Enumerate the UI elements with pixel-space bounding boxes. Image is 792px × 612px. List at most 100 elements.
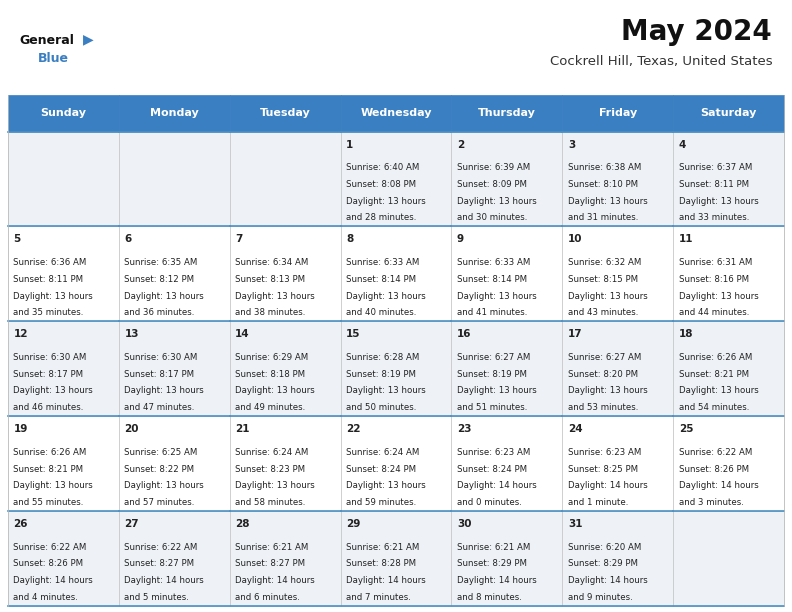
Text: Daylight: 13 hours: Daylight: 13 hours xyxy=(457,196,537,206)
Text: and 55 minutes.: and 55 minutes. xyxy=(13,498,84,507)
Text: Sunset: 8:17 PM: Sunset: 8:17 PM xyxy=(13,370,84,379)
Text: and 50 minutes.: and 50 minutes. xyxy=(346,403,417,412)
Bar xyxy=(230,321,341,416)
Text: Sunrise: 6:28 AM: Sunrise: 6:28 AM xyxy=(346,353,420,362)
Text: Daylight: 14 hours: Daylight: 14 hours xyxy=(568,481,648,490)
Text: and 51 minutes.: and 51 minutes. xyxy=(457,403,527,412)
Text: Daylight: 13 hours: Daylight: 13 hours xyxy=(568,196,648,206)
Text: 25: 25 xyxy=(679,424,693,434)
Text: Daylight: 13 hours: Daylight: 13 hours xyxy=(13,386,93,395)
Bar xyxy=(8,416,119,511)
Bar xyxy=(230,132,341,226)
Bar xyxy=(8,132,119,226)
Bar xyxy=(451,95,562,132)
Text: Sunset: 8:21 PM: Sunset: 8:21 PM xyxy=(679,370,749,379)
Text: Friday: Friday xyxy=(599,108,637,118)
Text: Sunset: 8:14 PM: Sunset: 8:14 PM xyxy=(346,275,417,284)
Text: Sunrise: 6:36 AM: Sunrise: 6:36 AM xyxy=(13,258,87,267)
Text: Daylight: 13 hours: Daylight: 13 hours xyxy=(235,386,315,395)
Bar xyxy=(341,95,451,132)
Text: Monday: Monday xyxy=(150,108,199,118)
Text: 12: 12 xyxy=(13,329,28,339)
Text: and 44 minutes.: and 44 minutes. xyxy=(679,308,749,317)
Text: and 6 minutes.: and 6 minutes. xyxy=(235,592,300,602)
Text: Sunrise: 6:30 AM: Sunrise: 6:30 AM xyxy=(124,353,198,362)
Bar xyxy=(230,511,341,606)
Text: and 35 minutes.: and 35 minutes. xyxy=(13,308,84,317)
Text: Sunrise: 6:39 AM: Sunrise: 6:39 AM xyxy=(457,163,530,173)
Text: Sunset: 8:19 PM: Sunset: 8:19 PM xyxy=(346,370,416,379)
Text: Sunrise: 6:33 AM: Sunrise: 6:33 AM xyxy=(346,258,420,267)
Text: Sunset: 8:16 PM: Sunset: 8:16 PM xyxy=(679,275,749,284)
Text: Sunrise: 6:38 AM: Sunrise: 6:38 AM xyxy=(568,163,642,173)
Bar xyxy=(562,511,673,606)
Text: and 59 minutes.: and 59 minutes. xyxy=(346,498,417,507)
Text: Sunset: 8:19 PM: Sunset: 8:19 PM xyxy=(457,370,527,379)
Text: 7: 7 xyxy=(235,234,242,244)
Text: Daylight: 13 hours: Daylight: 13 hours xyxy=(124,481,204,490)
Text: 6: 6 xyxy=(124,234,131,244)
Text: Sunrise: 6:29 AM: Sunrise: 6:29 AM xyxy=(235,353,308,362)
Text: and 36 minutes.: and 36 minutes. xyxy=(124,308,195,317)
Text: Sunset: 8:12 PM: Sunset: 8:12 PM xyxy=(124,275,195,284)
Text: Sunset: 8:11 PM: Sunset: 8:11 PM xyxy=(13,275,84,284)
Text: and 3 minutes.: and 3 minutes. xyxy=(679,498,744,507)
Text: Sunrise: 6:23 AM: Sunrise: 6:23 AM xyxy=(568,448,642,457)
Text: Sunset: 8:23 PM: Sunset: 8:23 PM xyxy=(235,465,306,474)
Text: Sunrise: 6:24 AM: Sunrise: 6:24 AM xyxy=(235,448,309,457)
Text: Daylight: 14 hours: Daylight: 14 hours xyxy=(13,576,93,585)
Text: Daylight: 14 hours: Daylight: 14 hours xyxy=(124,576,204,585)
Text: Daylight: 13 hours: Daylight: 13 hours xyxy=(346,481,426,490)
Text: Sunset: 8:20 PM: Sunset: 8:20 PM xyxy=(568,370,638,379)
Text: 27: 27 xyxy=(124,519,139,529)
Text: 3: 3 xyxy=(568,140,575,149)
Bar xyxy=(119,511,230,606)
Bar xyxy=(230,416,341,511)
Text: Sunrise: 6:40 AM: Sunrise: 6:40 AM xyxy=(346,163,420,173)
Text: Sunset: 8:24 PM: Sunset: 8:24 PM xyxy=(457,465,527,474)
Text: Sunset: 8:22 PM: Sunset: 8:22 PM xyxy=(124,465,195,474)
Text: Sunset: 8:17 PM: Sunset: 8:17 PM xyxy=(124,370,195,379)
Bar xyxy=(119,416,230,511)
Bar xyxy=(341,511,451,606)
Bar xyxy=(230,226,341,321)
Text: Sunrise: 6:23 AM: Sunrise: 6:23 AM xyxy=(457,448,531,457)
Text: 2: 2 xyxy=(457,140,464,149)
Bar xyxy=(119,226,230,321)
Bar xyxy=(562,321,673,416)
Text: and 33 minutes.: and 33 minutes. xyxy=(679,213,749,222)
Text: 13: 13 xyxy=(124,329,139,339)
Bar xyxy=(451,321,562,416)
Text: Daylight: 13 hours: Daylight: 13 hours xyxy=(679,291,759,300)
Text: Sunset: 8:08 PM: Sunset: 8:08 PM xyxy=(346,180,417,189)
Bar xyxy=(119,132,230,226)
Bar xyxy=(8,511,119,606)
Text: 8: 8 xyxy=(346,234,353,244)
Text: Daylight: 13 hours: Daylight: 13 hours xyxy=(346,386,426,395)
Text: Daylight: 14 hours: Daylight: 14 hours xyxy=(346,576,426,585)
Bar xyxy=(673,95,784,132)
Text: Sunrise: 6:31 AM: Sunrise: 6:31 AM xyxy=(679,258,752,267)
Text: Daylight: 13 hours: Daylight: 13 hours xyxy=(346,196,426,206)
Text: Tuesday: Tuesday xyxy=(260,108,310,118)
Text: and 57 minutes.: and 57 minutes. xyxy=(124,498,195,507)
Bar xyxy=(673,511,784,606)
Text: Daylight: 14 hours: Daylight: 14 hours xyxy=(457,576,537,585)
Text: Daylight: 13 hours: Daylight: 13 hours xyxy=(568,291,648,300)
Text: Sunday: Sunday xyxy=(40,108,86,118)
Text: Sunrise: 6:22 AM: Sunrise: 6:22 AM xyxy=(124,543,198,552)
Text: Sunset: 8:28 PM: Sunset: 8:28 PM xyxy=(346,559,417,569)
Text: Daylight: 13 hours: Daylight: 13 hours xyxy=(679,196,759,206)
Text: Sunset: 8:29 PM: Sunset: 8:29 PM xyxy=(568,559,638,569)
Text: Sunset: 8:13 PM: Sunset: 8:13 PM xyxy=(235,275,306,284)
Text: Blue: Blue xyxy=(38,52,69,65)
Text: and 4 minutes.: and 4 minutes. xyxy=(13,592,78,602)
Text: and 46 minutes.: and 46 minutes. xyxy=(13,403,84,412)
Text: 9: 9 xyxy=(457,234,464,244)
Bar xyxy=(562,95,673,132)
Text: Sunset: 8:24 PM: Sunset: 8:24 PM xyxy=(346,465,417,474)
Text: Sunrise: 6:33 AM: Sunrise: 6:33 AM xyxy=(457,258,531,267)
Bar xyxy=(8,95,119,132)
Text: General: General xyxy=(20,34,74,47)
Bar xyxy=(673,132,784,226)
